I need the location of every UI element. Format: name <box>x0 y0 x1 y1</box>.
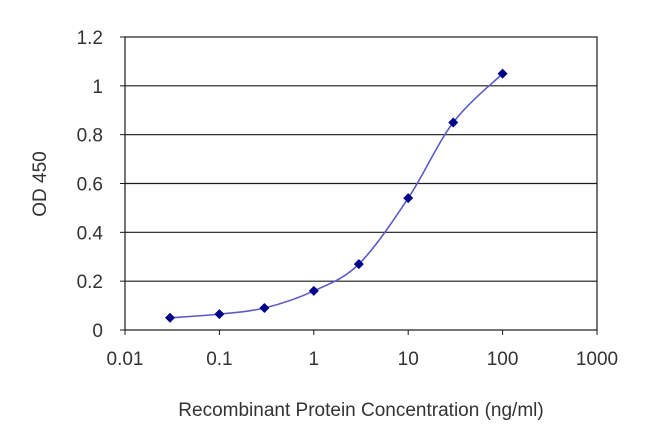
data-point-1 <box>214 309 225 320</box>
x-tick-label-0: 0.01 <box>107 349 144 370</box>
x-tick-label-5: 1000 <box>576 349 618 370</box>
y-tick-label-3: 0.6 <box>77 175 103 196</box>
data-point-4 <box>353 259 364 270</box>
y-tick-label-6: 1.2 <box>77 28 103 49</box>
y-axis-label: OD 450 <box>30 151 51 216</box>
y-tick-label-2: 0.4 <box>77 223 104 244</box>
series-line-0 <box>169 73 504 319</box>
data-point-5 <box>403 193 414 204</box>
data-point-2 <box>259 303 270 314</box>
x-tick-label-4: 100 <box>487 349 519 370</box>
x-axis-label: Recombinant Protein Concentration (ng/ml… <box>178 400 543 421</box>
data-point-3 <box>308 285 319 296</box>
y-axis-ticks: 0 0.2 0.4 0.6 0.8 1 1.2 <box>77 28 125 342</box>
y-tick-label-0: 0 <box>92 321 103 342</box>
y-tick-label-4: 0.8 <box>77 126 103 147</box>
y-tick-label-5: 1 <box>92 77 103 98</box>
x-axis-ticks: 0.01 0.1 1 10 100 1000 <box>107 330 618 370</box>
x-tick-label-1: 0.1 <box>206 349 232 370</box>
data-point-7 <box>497 68 508 79</box>
series-layer <box>165 68 508 323</box>
data-point-0 <box>165 312 176 323</box>
data-point-6 <box>448 117 459 128</box>
x-tick-label-2: 1 <box>309 349 320 370</box>
y-tick-label-1: 0.2 <box>77 272 103 293</box>
x-tick-label-3: 10 <box>398 349 419 370</box>
grid-lines <box>125 85 597 282</box>
